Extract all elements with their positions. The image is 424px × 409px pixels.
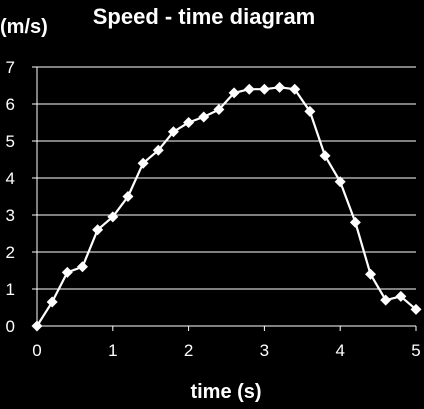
data-point-13 — [228, 87, 240, 99]
data-point-15 — [258, 83, 270, 95]
data-point-3 — [76, 261, 88, 273]
gridlines — [37, 66, 416, 290]
data-point-21 — [349, 216, 361, 228]
x-axis-label: time (s) — [190, 381, 261, 403]
data-point-12 — [213, 104, 225, 116]
speed-series — [31, 81, 422, 332]
y-tick-label-3: 3 — [6, 206, 15, 225]
data-point-4 — [92, 224, 104, 236]
data-point-23 — [380, 294, 392, 306]
data-point-22 — [365, 268, 377, 280]
data-point-25 — [410, 303, 422, 315]
data-point-18 — [304, 105, 316, 117]
y-axis-label: (m/s) — [0, 16, 48, 38]
x-tick-label-1: 1 — [108, 341, 117, 360]
x-tick-label-4: 4 — [335, 341, 344, 360]
y-tick-label-1: 1 — [6, 280, 15, 299]
data-point-1 — [46, 296, 58, 308]
data-point-20 — [334, 176, 346, 188]
x-tick-label-5: 5 — [411, 341, 420, 360]
y-tick-label-5: 5 — [6, 132, 15, 151]
data-point-7 — [137, 157, 149, 169]
data-point-14 — [243, 83, 255, 95]
data-point-19 — [319, 150, 331, 162]
series-line-0 — [36, 86, 417, 327]
data-point-10 — [183, 117, 195, 128]
data-point-24 — [395, 290, 407, 302]
y-tick-label-6: 6 — [6, 95, 15, 114]
data-point-16 — [274, 81, 286, 93]
x-tick-labels: 0 1 2 3 4 5 — [32, 341, 420, 360]
y-tick-labels: 0 1 2 3 4 5 6 7 — [6, 58, 15, 336]
x-tick-label-3: 3 — [260, 341, 269, 360]
data-point-5 — [107, 211, 119, 223]
x-tick-label-2: 2 — [184, 341, 193, 360]
data-point-0 — [31, 320, 43, 332]
y-tick-label-4: 4 — [6, 169, 15, 188]
axes — [32, 66, 417, 331]
y-tick-label-2: 2 — [6, 243, 15, 262]
y-tick-label-0: 0 — [6, 317, 15, 336]
y-tick-label-7: 7 — [6, 58, 15, 77]
x-tick-label-0: 0 — [32, 341, 41, 360]
chart-title: Speed - time diagram — [93, 4, 316, 29]
data-point-2 — [61, 266, 73, 278]
data-point-17 — [289, 83, 301, 95]
data-point-8 — [152, 144, 164, 156]
data-point-6 — [122, 191, 134, 202]
data-point-11 — [198, 111, 210, 123]
data-point-9 — [167, 126, 179, 138]
